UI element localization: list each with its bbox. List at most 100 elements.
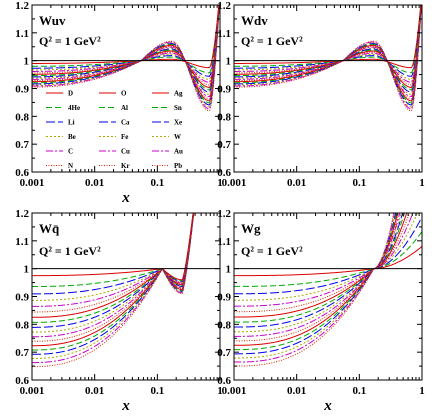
series-line-d xyxy=(32,213,194,281)
y-tick-label: 1.1 xyxy=(15,236,29,248)
series-line-al xyxy=(234,213,406,323)
x-tick-label: 0.1 xyxy=(352,385,366,397)
series-line-ag xyxy=(234,213,399,346)
panel-wqbar: 0.6 0.7 0.8 0.9 1 1.1 1.2 0.001 0.01 0.1 1 x Wq̄ Q² =… xyxy=(15,208,223,414)
series-line-n xyxy=(234,213,410,313)
panel-title: Wdv xyxy=(241,13,268,28)
y-tick-label: 1.2 xyxy=(217,208,231,220)
panel-subtitle: Q² = 1 GeV² xyxy=(241,244,303,258)
legend-label: W xyxy=(174,133,181,141)
y-tick-label: 0.6 xyxy=(217,167,231,179)
panel-title: Wuv xyxy=(39,13,66,28)
series-line-4he xyxy=(234,5,422,74)
y-tick-label: 1.1 xyxy=(217,28,231,40)
panel-subtitle: Q² = 1 GeV² xyxy=(39,244,101,258)
series-line-d xyxy=(32,5,220,69)
series-group xyxy=(32,213,195,368)
y-tick-label: 0.9 xyxy=(217,292,231,304)
series-group xyxy=(234,5,422,112)
y-tick-label: 0.8 xyxy=(217,319,231,331)
x-tick-label: 0.1 xyxy=(150,177,164,189)
series-line-pb xyxy=(234,213,395,367)
series-line-ca xyxy=(234,213,404,328)
series-line-sn xyxy=(234,213,398,351)
series-line-xe xyxy=(234,213,397,355)
plot-frame xyxy=(31,212,221,381)
legend-label: Pb xyxy=(174,162,182,170)
y-tick-label: 0.7 xyxy=(217,139,231,151)
series-group xyxy=(32,5,220,112)
y-tick-label: 0.8 xyxy=(217,111,231,123)
series-line-kr xyxy=(234,213,400,342)
x-tick-label: 0.01 xyxy=(287,177,306,189)
y-tick-label: 0.9 xyxy=(15,84,29,96)
y-tick-label: 0.8 xyxy=(15,111,29,123)
x-tick-label: 0.001 xyxy=(20,385,45,397)
x-axis-label: x xyxy=(121,190,130,206)
y-tick-label: 1.2 xyxy=(15,208,29,220)
x-tick-label: 0.001 xyxy=(20,177,45,189)
panel-wdv: 0.6 0.7 0.8 0.9 1 1.1 1.2 0.001 0.01 0.1 1 Wdv Q² = … xyxy=(217,0,425,189)
legend-label: Sn xyxy=(174,104,182,112)
series-line-w xyxy=(32,213,195,359)
y-tick-label: 1 xyxy=(24,56,30,68)
series-line-cu xyxy=(234,213,401,337)
legend-label: Li xyxy=(68,119,75,127)
y-tick-label: 0.7 xyxy=(217,347,231,359)
series-line-4he xyxy=(234,231,422,287)
y-tick-label: 0.8 xyxy=(15,319,29,331)
x-tick-label: 1 xyxy=(419,385,425,397)
y-tick-label: 0.9 xyxy=(217,84,231,96)
y-tick-label: 0.7 xyxy=(15,139,29,151)
legend-label: N xyxy=(68,162,73,170)
series-line-li xyxy=(234,216,422,295)
x-tick-label: 0.001 xyxy=(222,385,247,397)
plot-frame xyxy=(233,4,423,173)
series-line-fe xyxy=(32,213,194,333)
legend-label: Au xyxy=(174,148,183,156)
legend-label: O xyxy=(121,90,127,98)
x-axis-label: x xyxy=(121,398,130,414)
x-tick-label: 1 xyxy=(217,177,223,189)
legend-label: D xyxy=(68,90,73,98)
y-tick-label: 0.6 xyxy=(15,375,29,387)
legend-label: Cu xyxy=(121,148,130,156)
legend-label: Al xyxy=(121,104,128,112)
y-tick-label: 1.1 xyxy=(217,236,231,248)
x-tick-label: 0.01 xyxy=(85,177,104,189)
x-tick-label: 1 xyxy=(217,385,223,397)
series-line-d xyxy=(234,5,422,69)
y-tick-label: 1 xyxy=(226,56,232,68)
legend-label: Kr xyxy=(121,162,130,170)
series-line-cu xyxy=(32,213,195,338)
series-line-o xyxy=(234,213,408,318)
series-line-w xyxy=(234,213,396,359)
legend-label: Fe xyxy=(121,133,128,141)
series-line-li xyxy=(32,5,220,77)
y-tick-label: 0.6 xyxy=(217,375,231,387)
panel-subtitle: Q² = 1 GeV² xyxy=(39,34,101,48)
series-line-c xyxy=(234,5,422,83)
series-line-au xyxy=(32,213,195,364)
legend-label: 4He xyxy=(68,104,80,112)
y-tick-label: 1 xyxy=(226,264,232,276)
x-tick-label: 0.001 xyxy=(222,177,247,189)
series-line-c xyxy=(234,213,414,307)
y-tick-label: 1.2 xyxy=(15,0,29,12)
panel-wg: 0.6 0.7 0.8 0.9 1 1.1 1.2 0.001 0.01 0.1 1 x Wg Q² = … xyxy=(217,208,425,414)
legend-label: C xyxy=(68,148,73,156)
y-tick-label: 0.7 xyxy=(15,347,29,359)
x-tick-label: 0.01 xyxy=(85,385,104,397)
panel-title: Wg xyxy=(241,221,261,236)
series-line-be xyxy=(234,213,419,301)
x-tick-label: 0.1 xyxy=(352,177,366,189)
legend: D 4He Li Be CN O Al Ca Fe Cu Kr Ag Sn Xe W Au Pb xyxy=(46,90,183,170)
legend-label: Xe xyxy=(174,119,182,127)
x-tick-label: 0.01 xyxy=(287,385,306,397)
series-line-4he xyxy=(32,5,220,74)
legend-label: Be xyxy=(68,133,76,141)
panel-wuv: 0.6 0.7 0.8 0.9 1 1.1 1.2 0.001 0.01 0.1 1 x Wuv Q² =… xyxy=(15,0,223,206)
x-tick-label: 1 xyxy=(419,177,425,189)
legend-label: Ca xyxy=(121,119,130,127)
